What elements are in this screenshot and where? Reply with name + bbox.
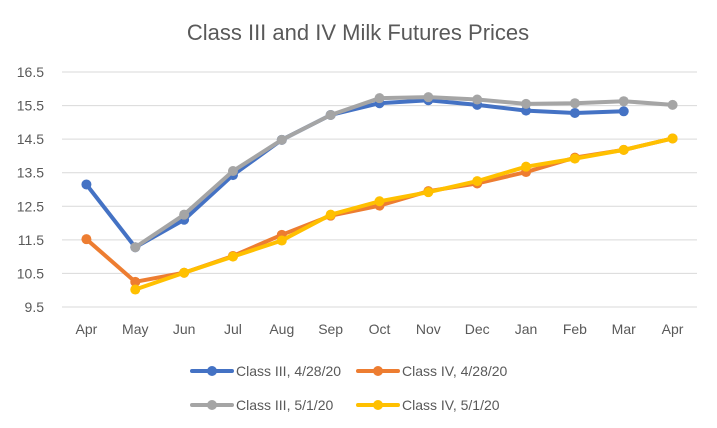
y-axis-labels: 9.5 10.5 11.5 12.5 13.5 14.5 15.5 16.5 [17,64,44,315]
data-point [325,209,336,220]
x-tick-label: Nov [416,321,441,337]
data-point [130,242,141,253]
data-point [618,96,629,107]
series-line [84,98,626,250]
y-tick-label: 10.5 [17,265,44,281]
y-tick-label: 11.5 [18,232,44,248]
y-tick-label: 14.5 [17,131,44,147]
y-tick-label: 9.5 [25,299,45,315]
legend-label: Class IV, 4/28/20 [402,363,508,379]
x-tick-label: Oct [369,321,391,337]
data-point [521,98,532,109]
legend-label: Class III, 4/28/20 [236,363,341,379]
data-point [618,106,629,117]
data-point [472,94,483,105]
x-tick-label: Apr [662,321,684,337]
x-tick-label: Apr [76,321,98,337]
legend-item-1: Class III, 4/28/20 [190,363,341,379]
data-point [227,251,238,262]
data-point [276,235,287,246]
x-tick-label: May [122,321,148,337]
data-point [81,179,92,190]
gridlines [62,71,697,308]
series-line [133,95,675,250]
y-tick-label: 12.5 [17,198,44,214]
data-point [325,109,336,120]
y-tick-label: 16.5 [17,64,44,80]
data-point [521,161,532,172]
data-point [423,187,434,198]
legend-item-2: Class IV, 4/28/20 [356,363,508,379]
x-tick-label: Aug [269,321,294,337]
x-tick-label: Mar [612,321,636,337]
data-point [179,267,190,278]
data-point [179,209,190,220]
legend-marker [373,366,383,376]
legend-label: Class IV, 5/1/20 [402,397,500,413]
data-point [667,99,678,110]
data-point [667,133,678,144]
data-point [374,196,385,207]
series-4 [130,133,678,295]
legend-marker [207,366,217,376]
data-point [81,234,92,245]
legend-item-3: Class III, 5/1/20 [190,397,333,413]
data-point [423,92,434,103]
data-point [569,153,580,164]
data-point [276,134,287,145]
data-point [472,176,483,187]
chart-title: Class III and IV Milk Futures Prices [187,20,529,45]
x-tick-label: Jan [515,321,538,337]
series-line [133,136,675,292]
data-point [227,166,238,177]
series-3 [130,92,678,253]
series-lines [81,92,678,295]
x-tick-label: Jun [173,321,196,337]
x-tick-label: Jul [224,321,242,337]
y-tick-label: 15.5 [17,98,44,114]
x-tick-label: Dec [465,321,490,337]
data-point [374,93,385,104]
x-tick-label: Sep [318,321,343,337]
data-point [130,284,141,295]
legend-item-4: Class IV, 5/1/20 [356,397,500,413]
legend-marker [207,400,217,410]
legend-marker [373,400,383,410]
x-axis-labels: Apr May Jun Jul Aug Sep Oct Nov Dec Jan Feb Mar Apr [76,321,684,337]
x-tick-label: Feb [563,321,587,337]
legend: Class III, 4/28/20 Class IV, 4/28/20 Class… [190,363,508,413]
data-point [569,98,580,109]
y-tick-label: 13.5 [17,165,44,181]
data-point [569,107,580,118]
data-point [130,276,141,287]
data-point [618,144,629,155]
legend-label: Class III, 5/1/20 [236,397,333,413]
